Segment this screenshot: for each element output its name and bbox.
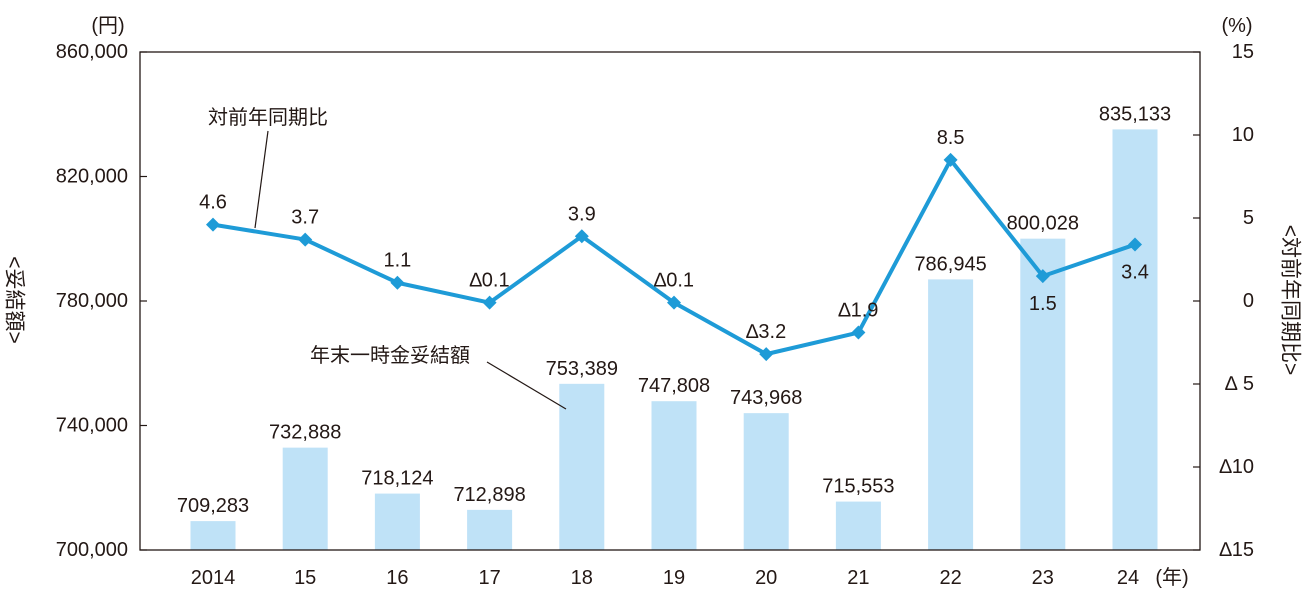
line-value-label: 3.4 — [1121, 262, 1149, 284]
bar-value-label: 753,389 — [546, 358, 618, 380]
bar — [282, 447, 328, 550]
line-value-label: 3.7 — [291, 207, 319, 229]
bar — [467, 509, 513, 550]
bar — [559, 383, 605, 550]
line-marker — [574, 229, 589, 244]
line-value-label: ∆0.1 — [654, 270, 694, 292]
left-axis-unit: (円) — [91, 15, 124, 37]
left-axis: 700,000 740,000 780,000 820,000 860,000 — [56, 41, 147, 561]
bar — [743, 413, 789, 550]
bar — [928, 279, 974, 550]
line-value-label: 1.1 — [383, 250, 411, 272]
bar — [190, 521, 236, 550]
bar-callout-label: 年末一時金妥結額 — [310, 344, 470, 367]
x-axis-unit: (年) — [1155, 566, 1188, 589]
right-tick-label: 0 — [1243, 290, 1254, 312]
line-value-label: 8.5 — [937, 127, 965, 149]
left-axis-title: <妥結額> — [3, 256, 26, 344]
x-tick-label: 20 — [755, 567, 777, 589]
x-tick-label: 22 — [939, 567, 961, 589]
bar-value-label: 835,133 — [1099, 103, 1171, 125]
right-tick-label: 15 — [1232, 41, 1254, 63]
bar-value-label: 786,945 — [914, 253, 986, 275]
bar-value-label: 800,028 — [1007, 213, 1079, 235]
line-marker — [482, 295, 497, 310]
right-tick-label: 10 — [1232, 124, 1254, 146]
right-tick-label: ∆ 5 — [1225, 373, 1254, 395]
line-value-label: 3.9 — [568, 203, 596, 225]
line-value-label: 1.5 — [1029, 293, 1057, 315]
bar-value-label: 747,808 — [638, 375, 710, 397]
x-tick-label: 24 — [1117, 567, 1139, 589]
right-tick-label: ∆10 — [1220, 456, 1254, 478]
line-labels: 4.6 3.7 1.1 ∆0.1 3.9 ∆0.1 ∆3.2 ∆1.9 8.5 1.5 3.4 — [199, 127, 1149, 343]
line-marker — [667, 295, 681, 310]
bar-value-label: 743,968 — [730, 387, 802, 409]
line-marker — [390, 275, 405, 290]
line-marker — [943, 152, 958, 167]
x-tick-label: 19 — [663, 567, 685, 589]
right-tick-label: 5 — [1243, 207, 1254, 229]
x-tick-label: 23 — [1032, 567, 1054, 589]
bar-value-label: 718,124 — [361, 468, 433, 490]
line-path — [212, 157, 1136, 357]
left-tick-label: 780,000 — [56, 290, 128, 312]
line-value-label: ∆3.2 — [746, 321, 786, 343]
bar — [1112, 129, 1158, 550]
right-axis-unit: (%) — [1221, 15, 1252, 37]
bar — [1020, 238, 1066, 551]
right-axis-title: <対前年同期比> — [1279, 225, 1302, 376]
bar-series — [190, 129, 1158, 551]
line-marker — [1035, 269, 1050, 284]
right-tick-label: ∆15 — [1220, 539, 1254, 561]
bar — [651, 401, 697, 550]
bar-value-label: 712,898 — [453, 484, 525, 506]
line-callout-leader — [254, 130, 269, 229]
line-value-label: 4.6 — [199, 192, 227, 214]
x-tick-label: 16 — [386, 567, 408, 589]
x-tick-label: 18 — [571, 567, 593, 589]
bar-value-label: 732,888 — [269, 422, 341, 444]
line-marker — [206, 217, 220, 232]
left-tick-label: 820,000 — [56, 166, 128, 188]
left-tick-label: 860,000 — [56, 41, 128, 63]
bar-value-label: 715,553 — [822, 476, 894, 498]
right-axis: ∆15 ∆10 ∆ 5 0 5 10 15 — [1193, 41, 1254, 561]
line-value-label: ∆0.1 — [470, 270, 510, 292]
line-value-label: ∆1.9 — [838, 300, 878, 322]
line-marker — [851, 325, 866, 340]
line-series — [206, 152, 1142, 362]
bar — [374, 493, 420, 550]
x-tick-label: 2014 — [191, 567, 236, 589]
x-axis: 2014 15 16 17 18 19 20 21 22 23 24 — [191, 567, 1139, 589]
line-marker — [759, 347, 774, 362]
bar-value-label: 709,283 — [177, 495, 249, 517]
left-tick-label: 740,000 — [56, 415, 128, 437]
bar-callout-leader — [486, 361, 567, 410]
x-tick-label: 15 — [294, 567, 316, 589]
x-tick-label: 17 — [478, 567, 500, 589]
line-marker — [1128, 237, 1142, 252]
line-callout-label: 対前年同期比 — [208, 106, 328, 129]
line-marker — [298, 232, 313, 247]
left-tick-label: 700,000 — [56, 539, 128, 561]
bar — [835, 501, 881, 550]
bar-labels: 709,283 732,888 718,124 712,898 753,389 747,8… — [177, 103, 1171, 517]
x-tick-label: 21 — [847, 567, 869, 589]
